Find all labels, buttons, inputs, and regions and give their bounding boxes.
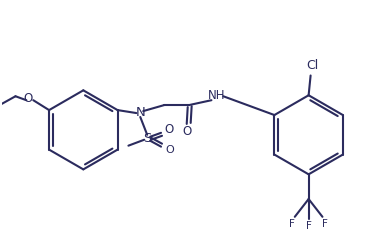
Text: O: O — [164, 123, 173, 136]
Text: F: F — [289, 219, 295, 229]
Text: F: F — [322, 219, 328, 229]
Text: O: O — [166, 145, 174, 155]
Text: N: N — [135, 106, 145, 119]
Text: F: F — [306, 221, 312, 231]
Text: NH: NH — [207, 89, 225, 102]
Text: O: O — [182, 125, 191, 138]
Text: O: O — [24, 92, 33, 105]
Text: S: S — [143, 132, 151, 145]
Text: Cl: Cl — [307, 59, 319, 72]
